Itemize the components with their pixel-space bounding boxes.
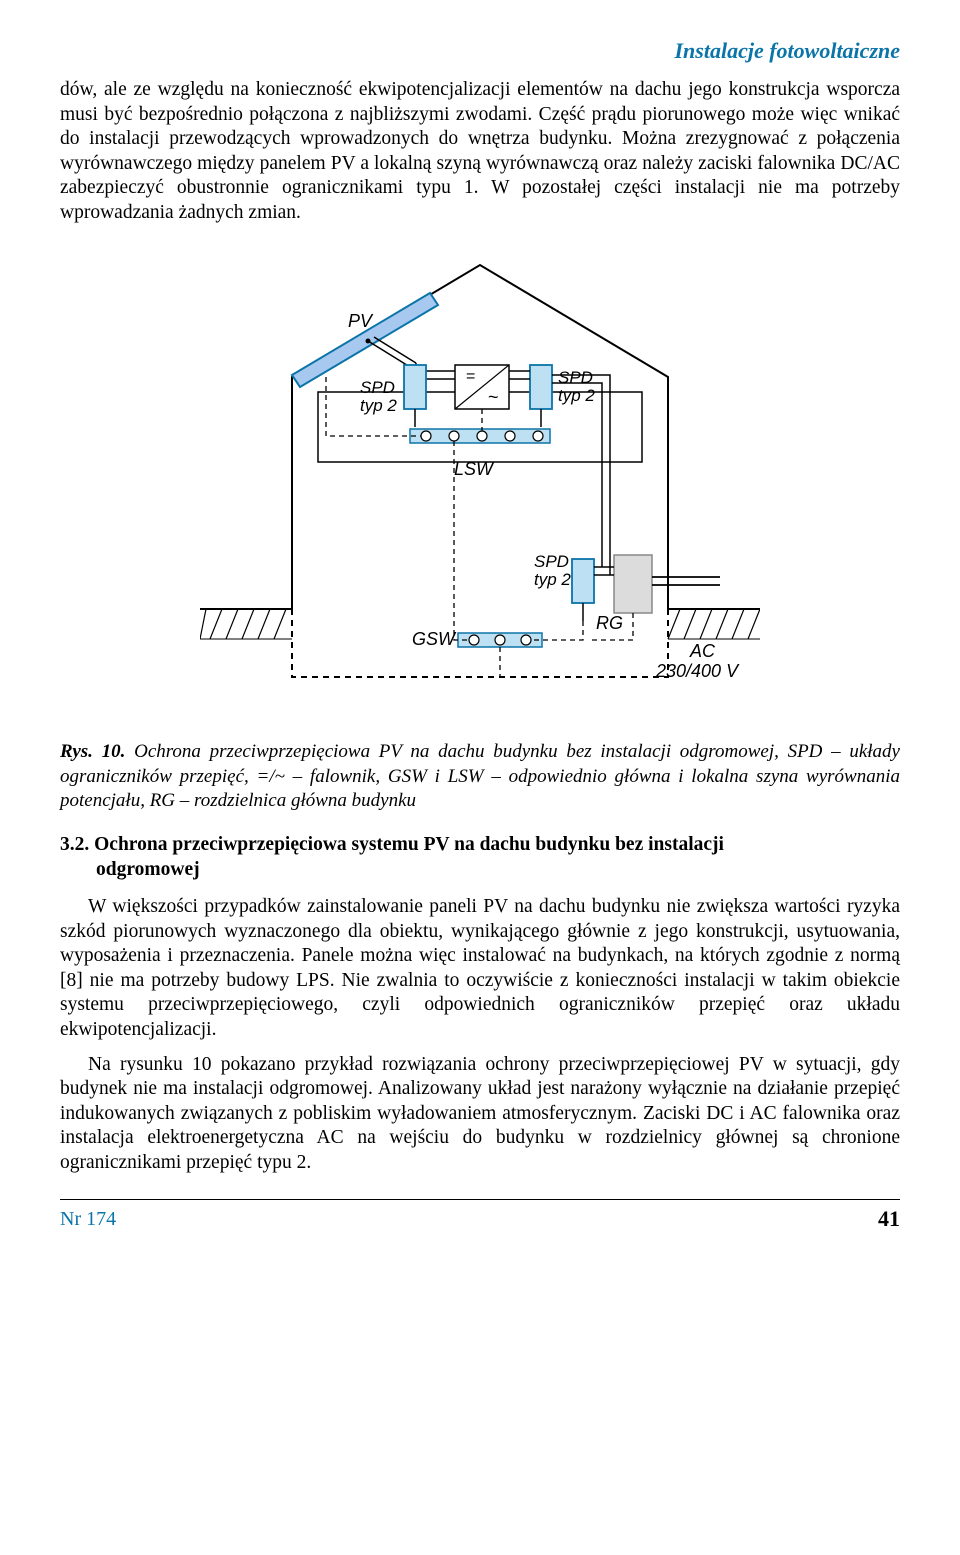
spd-main-label2: typ 2 — [534, 570, 571, 589]
figure-10: PV = ~ — [60, 247, 900, 732]
pv-label: PV — [348, 311, 374, 331]
voltage-label: 230/400 V — [655, 661, 740, 681]
caption-text: Ochrona przeciwprzepięciowa PV na dachu … — [60, 741, 900, 811]
section-title-line1: Ochrona przeciwprzepięciowa systemu PV n… — [94, 834, 724, 855]
ground-hatch-left — [200, 609, 292, 639]
lsw-label: LSW — [454, 459, 495, 479]
footer-page-number: 41 — [878, 1206, 900, 1232]
spd-ac-inverter — [530, 365, 552, 427]
page-footer: Nr 174 41 — [60, 1199, 900, 1232]
spd-main-label1: SPD — [534, 552, 569, 571]
caption-label: Rys. 10. — [60, 741, 134, 762]
lsw-bar — [410, 429, 550, 443]
category-header: Instalacje fotowoltaiczne — [60, 38, 900, 64]
section-3-2-heading: 3.2. Ochrona przeciwprzepięciowa systemu… — [60, 833, 900, 883]
footer-issue: Nr 174 — [60, 1208, 116, 1231]
spd-main — [572, 559, 610, 621]
section-title-line2: odgromowej — [60, 858, 900, 883]
rg-label: RG — [596, 613, 623, 633]
spd-dc — [404, 365, 426, 427]
gsw-bar — [458, 633, 542, 647]
svg-text:=: = — [466, 368, 475, 385]
ac-supply — [652, 577, 720, 585]
ac-label: AC — [689, 641, 716, 661]
inverter: = ~ — [455, 365, 509, 409]
gsw-label: GSW — [412, 629, 457, 649]
wires-to-rg — [602, 559, 614, 575]
rg-box — [614, 555, 652, 613]
spd-dc-label1: SPD — [360, 378, 395, 397]
figure-caption: Rys. 10. Ochrona przeciwprzepięciowa PV … — [60, 740, 900, 813]
spd-dc-label2: typ 2 — [360, 396, 397, 415]
body-paragraph-4: Na rysunku 10 pokazano przykład rozwiąza… — [60, 1053, 900, 1176]
body-paragraph-1: dów, ale ze względu na konieczność ekwip… — [60, 78, 900, 225]
body-paragraph-3: W większości przypadków zainstalowanie p… — [60, 895, 900, 1042]
ac-wires-top — [509, 371, 530, 379]
spd-ac1-label2: typ 2 — [558, 386, 595, 405]
ground-hatch-right — [668, 609, 760, 639]
svg-text:~: ~ — [488, 387, 499, 407]
spd-ac1-label1: SPD — [558, 368, 593, 387]
section-number: 3.2. — [60, 834, 89, 855]
